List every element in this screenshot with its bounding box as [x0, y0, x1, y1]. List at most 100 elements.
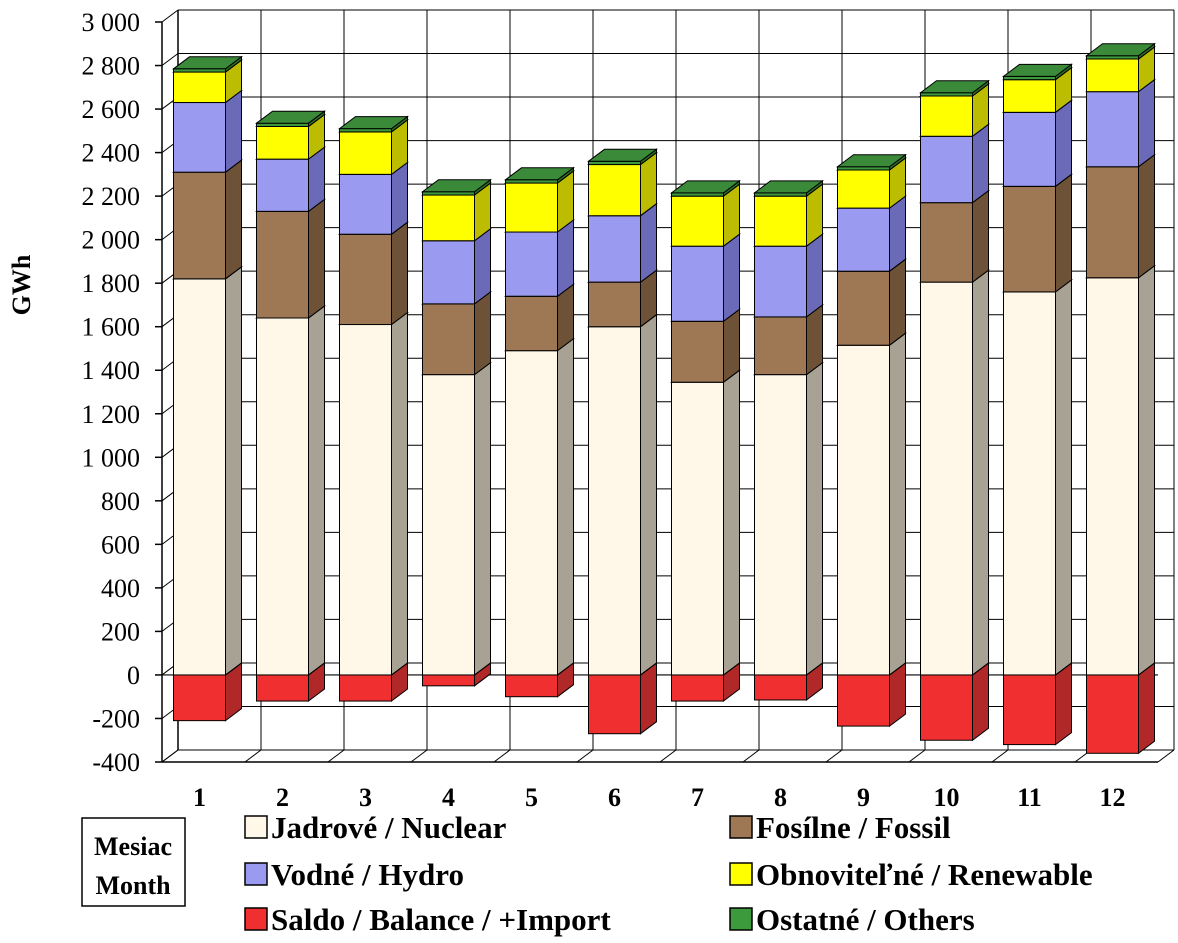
bar-segment [670, 369, 741, 676]
y-tick-label: 3 000 [82, 8, 141, 37]
y-tick-label: 0 [127, 661, 140, 690]
floor-line [1157, 749, 1175, 763]
bar-front [339, 324, 392, 676]
bar-segment [338, 311, 409, 676]
bar-side [723, 369, 740, 676]
bar-segment [421, 290, 492, 376]
bar-front [1003, 79, 1056, 113]
bar-top [587, 148, 658, 162]
bar-front [256, 210, 309, 319]
legend-swatch [244, 815, 268, 839]
bar-segment [919, 189, 990, 284]
bar-side [1138, 153, 1155, 279]
bar-front [339, 674, 392, 702]
legend-item: Jadrové / Nuclear [244, 810, 507, 845]
y-tick-label: 1 200 [82, 400, 141, 429]
y-tick-labels: 3 000 2 800 2 600 2 400 2 200 2 000 1 800 1 600… [82, 8, 141, 777]
bar-front [837, 169, 890, 209]
bar-front [505, 182, 558, 233]
bar-front [422, 674, 475, 687]
x-tick-label: 6 [608, 783, 621, 812]
bar-segment [421, 178, 492, 197]
x-tick-label: 3 [359, 783, 372, 812]
bar-side [1055, 661, 1072, 746]
x-tick-label: 7 [691, 783, 704, 812]
y-axis-label: GWh [7, 254, 36, 315]
bar-segment [1002, 173, 1073, 293]
bar-front [920, 202, 973, 283]
bar-front [422, 374, 475, 676]
bar-side [889, 258, 906, 347]
bar-front [671, 195, 724, 247]
bar-segment [172, 55, 243, 74]
bar-top [836, 154, 907, 168]
bar-front [588, 281, 641, 328]
x-tick-label: 10 [934, 783, 960, 812]
bar-front [505, 295, 558, 352]
bar-front [671, 381, 724, 676]
bar-segment [919, 269, 990, 676]
bar-segment [172, 159, 243, 280]
bar-front [505, 674, 558, 698]
bar-side [391, 311, 408, 676]
bar-front [422, 194, 475, 242]
bar-front [671, 674, 724, 702]
bar-segment [1085, 78, 1156, 168]
bar-segment [670, 179, 741, 198]
bar-front [671, 320, 724, 383]
bar-segment [1002, 63, 1073, 81]
x-tick-label: 12 [1100, 783, 1126, 812]
axes [155, 10, 1158, 763]
y-tick-label: -200 [92, 704, 140, 733]
bar-front [256, 125, 309, 160]
bar-top [421, 179, 492, 193]
y-tick-label: -400 [92, 748, 140, 777]
bar-front [422, 303, 475, 376]
bar-side [972, 123, 989, 204]
bar-front [588, 674, 641, 735]
bar-front [173, 278, 226, 676]
bar-top [670, 180, 741, 194]
x-tick-label: 5 [525, 783, 538, 812]
bar-front [588, 164, 641, 217]
bar-side [806, 361, 823, 676]
x-axis-box-line1: Mesiac [94, 832, 172, 861]
bar-front [1086, 166, 1139, 279]
bars [172, 42, 1156, 755]
bar-segment [421, 361, 492, 676]
y-tick-label: 200 [101, 617, 140, 646]
legend-item: Saldo / Balance / +Import [244, 902, 611, 937]
bar-front [1003, 291, 1056, 676]
bar-front [920, 135, 973, 204]
bar-side [225, 159, 242, 280]
legend-label: Saldo / Balance / +Import [271, 902, 611, 937]
bar-front [256, 158, 309, 212]
bar-front [1086, 674, 1139, 754]
floor-line [161, 749, 179, 763]
bar-front [1003, 185, 1056, 293]
bar-segment [421, 182, 492, 242]
floor-line [410, 749, 428, 763]
grid-diagonal [161, 9, 179, 23]
legend-item: Vodné / Hydro [244, 857, 464, 892]
bar-side [1138, 264, 1155, 676]
bar-front [173, 171, 226, 280]
bar-segment [670, 233, 741, 323]
bar-side [1138, 661, 1155, 755]
bar-segment [172, 265, 243, 676]
bar-front [837, 344, 890, 676]
bar-segment [753, 361, 824, 676]
bar-top [172, 56, 243, 70]
bar-front [754, 674, 807, 701]
bar-segment [504, 337, 575, 676]
bar-side [391, 221, 408, 326]
bar-front [173, 71, 226, 104]
bar-front [173, 102, 226, 173]
bar-top [753, 180, 824, 194]
bar-top [255, 110, 326, 124]
legend-swatch [244, 862, 268, 886]
x-axis-box: Mesiac Month [81, 817, 186, 907]
legend-item: Obnoviteľné / Renewable [729, 857, 1093, 892]
bar-front [588, 215, 641, 283]
